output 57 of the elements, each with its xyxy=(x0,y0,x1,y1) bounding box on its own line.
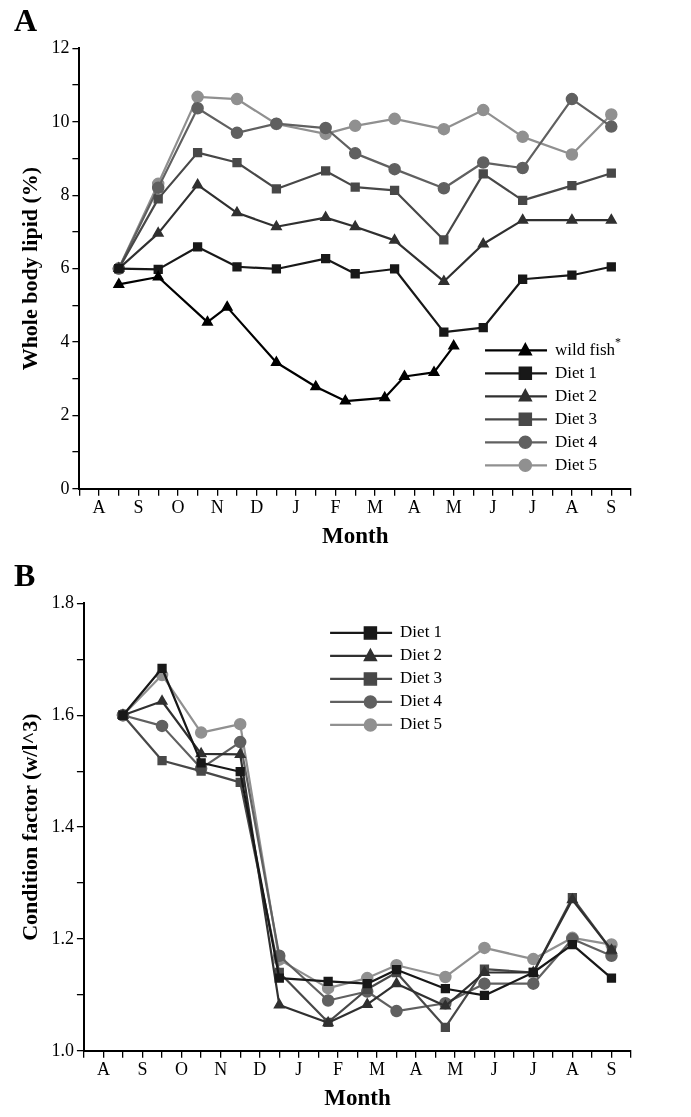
legend-label: Diet 1 xyxy=(400,622,443,642)
x-tick-label: F xyxy=(332,1059,343,1080)
y-tick-label: 8 xyxy=(60,183,70,204)
legend-label: Diet 1 xyxy=(555,362,598,382)
x-tick-label: N xyxy=(214,1059,228,1080)
x-tick-label: A xyxy=(407,497,421,518)
x-tick-label: J xyxy=(528,497,537,518)
x-tick-label: D xyxy=(250,497,264,518)
legend-label: Diet 5 xyxy=(400,714,443,734)
x-tick-label: J xyxy=(490,1059,498,1080)
x-tick-label: S xyxy=(606,1059,617,1080)
legend-label: Diet 2 xyxy=(555,385,598,405)
x-tick-label: M xyxy=(368,1059,385,1080)
y-tick-label: 1.4 xyxy=(51,815,74,836)
y-tick-label: 4 xyxy=(60,330,70,351)
y-tick-label: 10 xyxy=(51,110,70,131)
x-tick-label: A xyxy=(565,497,579,518)
x-tick-label: A xyxy=(92,497,106,518)
legend-label: Diet 3 xyxy=(400,668,443,688)
x-tick-label: F xyxy=(330,497,341,518)
x-tick-label: J xyxy=(489,497,497,518)
chart-title: B xyxy=(14,557,36,594)
y-axis-title: Condition factor (w/l^3) xyxy=(16,713,42,941)
y-tick-label: 1.8 xyxy=(51,592,74,613)
x-tick-label: D xyxy=(253,1059,267,1080)
legend-label: Diet 5 xyxy=(555,454,598,474)
chart-title: A xyxy=(14,2,38,39)
x-tick-label: S xyxy=(137,1059,148,1080)
y-tick-label: 1.0 xyxy=(51,1039,74,1060)
x-tick-label: A xyxy=(565,1059,579,1080)
x-tick-label: O xyxy=(171,497,185,518)
x-tick-label: O xyxy=(175,1059,189,1080)
y-axis-title: Whole body lipid (%) xyxy=(16,166,42,371)
legend-label: Diet 3 xyxy=(555,408,598,428)
legend-label: Diet 2 xyxy=(400,645,443,665)
y-tick-label: 2 xyxy=(60,404,70,425)
x-tick-label: M xyxy=(366,497,383,518)
x-tick-label: J xyxy=(292,497,300,518)
x-tick-label: J xyxy=(529,1059,537,1080)
x-tick-label: M xyxy=(447,1059,464,1080)
x-tick-label: A xyxy=(96,1059,110,1080)
y-tick-label: 1.2 xyxy=(51,927,74,948)
y-tick-label: 0 xyxy=(60,477,70,498)
y-tick-label: 6 xyxy=(60,257,70,278)
x-tick-label: M xyxy=(445,497,462,518)
x-tick-label: S xyxy=(133,497,144,518)
y-tick-label: 1.6 xyxy=(51,703,74,724)
x-tick-label: J xyxy=(295,1059,303,1080)
x-axis-title: Month xyxy=(324,1085,391,1111)
legend-label: Diet 4 xyxy=(400,691,443,711)
y-tick-label: 12 xyxy=(51,37,70,58)
x-tick-label: A xyxy=(409,1059,423,1080)
x-tick-label: S xyxy=(606,497,617,518)
legend-label: Diet 4 xyxy=(555,431,598,451)
x-axis-title: Month xyxy=(321,523,389,549)
x-tick-label: N xyxy=(210,497,224,518)
legend-label: wild fish* xyxy=(555,335,621,359)
